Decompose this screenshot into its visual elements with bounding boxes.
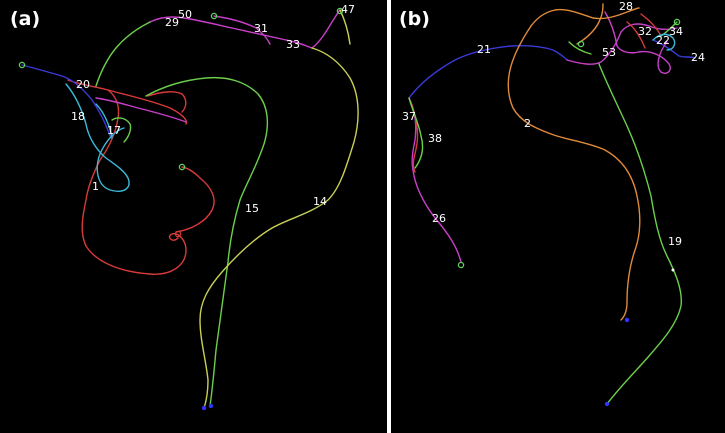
trace-orange-1 [530, 7, 640, 27]
blue-root-marker [604, 401, 610, 407]
segment-label: 17 [107, 124, 121, 137]
segment-label: 53 [602, 46, 616, 59]
blue-root-marker [624, 317, 630, 323]
segment-label: 19 [668, 235, 682, 248]
trace-magenta-2 [566, 23, 678, 65]
trace-yellow-1 [199, 47, 359, 409]
trace-green-3 [568, 41, 592, 55]
segment-label: 28 [619, 0, 633, 13]
trace-green-3 [145, 76, 269, 407]
trace-magenta-3 [311, 9, 341, 49]
segment-label: 20 [76, 78, 90, 91]
segment-label: 29 [165, 16, 179, 29]
trace-red-2 [81, 89, 187, 275]
trace-magenta-3 [604, 11, 671, 74]
segment-label: 21 [477, 43, 491, 56]
segment-label: 47 [341, 3, 355, 16]
trace-red-3 [175, 166, 215, 233]
trace-red-3 [626, 21, 646, 49]
green-endpoint-marker [178, 163, 186, 171]
segment-label: 2 [524, 117, 531, 130]
segment-label: 24 [691, 51, 705, 64]
panel-b-traces: 28 32 34 22 24 53 21 2 37 38 26 19 [402, 0, 705, 407]
trace-green-2 [111, 117, 132, 143]
segment-label: 50 [178, 8, 192, 21]
trace-blue-1 [408, 44, 568, 99]
red-endpoint-marker [174, 230, 182, 238]
panel-a: 50 29 31 33 47 20 18 17 1 15 14 (a) [0, 0, 387, 433]
blue-root-marker [201, 405, 207, 411]
green-endpoint-marker [577, 40, 585, 48]
trace-red-2 [640, 13, 662, 37]
trace-orange-2 [507, 25, 641, 321]
trace-blue-1 [21, 64, 111, 137]
trace-cyan-1 [652, 33, 676, 51]
trace-magenta-1 [149, 16, 313, 49]
white-dot-marker [671, 268, 675, 272]
green-endpoint-marker [210, 12, 218, 20]
trace-green-2 [598, 63, 682, 405]
panel-b: 28 32 34 22 24 53 21 2 37 38 26 19 (b) [391, 0, 725, 433]
trace-magenta-1 [408, 97, 462, 263]
segment-label: 34 [669, 25, 683, 38]
green-endpoint-marker [673, 18, 681, 26]
trace-cyan-2 [95, 103, 113, 139]
trace-magenta-4 [95, 97, 187, 123]
segment-label: 38 [428, 132, 442, 145]
segment-label: 1 [92, 180, 99, 193]
panel-a-traces: 50 29 31 33 47 20 18 17 1 15 14 [18, 3, 359, 411]
trace-magenta-2 [213, 15, 271, 45]
green-endpoint-marker [336, 7, 344, 15]
green-endpoint-marker [18, 61, 26, 69]
segment-label: 37 [402, 110, 416, 123]
segment-label: 33 [286, 38, 300, 51]
trace-cyan-1 [65, 83, 130, 192]
segment-label: 26 [432, 212, 446, 225]
trace-red-1 [67, 79, 188, 125]
segment-label: 22 [656, 34, 670, 47]
trace-green-1 [408, 97, 424, 169]
blue-root-marker [208, 403, 214, 409]
segment-label: 18 [71, 110, 85, 123]
green-endpoint-marker [457, 261, 465, 269]
trace-orange-3 [576, 3, 604, 45]
panel-label: (a) [10, 8, 41, 30]
segment-label: 31 [254, 22, 268, 35]
segment-label: 15 [245, 202, 259, 215]
panel-label: (b) [399, 8, 430, 30]
trace-red-4 [147, 91, 187, 113]
segment-label: 14 [313, 195, 327, 208]
trace-blue-2 [652, 39, 696, 59]
segment-label: 32 [638, 25, 652, 38]
trace-yellow-2 [339, 9, 351, 45]
trace-green-1 [95, 21, 151, 87]
